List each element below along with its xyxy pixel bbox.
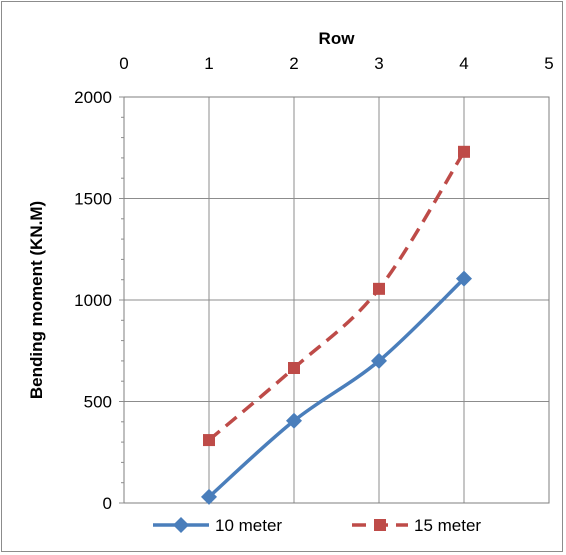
- y-axis-title: Bending moment (KN.M): [27, 201, 46, 399]
- legend: 10 meter 15 meter: [153, 516, 481, 535]
- data-point: [371, 352, 387, 369]
- y-tick-label: 0: [103, 494, 112, 513]
- data-point: [458, 145, 470, 158]
- x-tick-label: 1: [204, 54, 213, 73]
- series-line: [207, 277, 466, 499]
- data-point: [286, 412, 302, 429]
- y-tick-label: 1000: [74, 291, 112, 310]
- series-1: [203, 145, 470, 447]
- data-point: [201, 488, 217, 505]
- grid-lines: [123, 96, 550, 504]
- x-tick-label: 5: [544, 54, 553, 73]
- series-group: [201, 145, 472, 505]
- x-tick-label: 0: [119, 54, 128, 73]
- series-line: [207, 150, 466, 442]
- data-point: [203, 434, 215, 447]
- y-axis-ticks: 0 500 1000 1500 2000: [74, 88, 124, 513]
- x-axis-ticks: 0 1 2 3 4 5: [119, 54, 553, 73]
- y-tick-label: 1500: [74, 190, 112, 209]
- data-point: [456, 270, 472, 287]
- legend-item: 10 meter: [153, 516, 282, 535]
- y-tick-label: 2000: [74, 88, 112, 107]
- x-tick-label: 2: [289, 54, 298, 73]
- data-point: [373, 282, 385, 295]
- data-point: [374, 519, 386, 531]
- legend-item: 15 meter: [352, 516, 481, 535]
- series-0: [201, 270, 472, 505]
- legend-label: 15 meter: [414, 516, 481, 535]
- data-point: [288, 362, 300, 375]
- data-point: [173, 517, 189, 533]
- x-tick-label: 3: [374, 54, 383, 73]
- x-axis-title: Row: [319, 29, 356, 48]
- x-tick-label: 4: [459, 54, 468, 73]
- legend-label: 10 meter: [215, 516, 282, 535]
- y-tick-label: 500: [84, 393, 112, 412]
